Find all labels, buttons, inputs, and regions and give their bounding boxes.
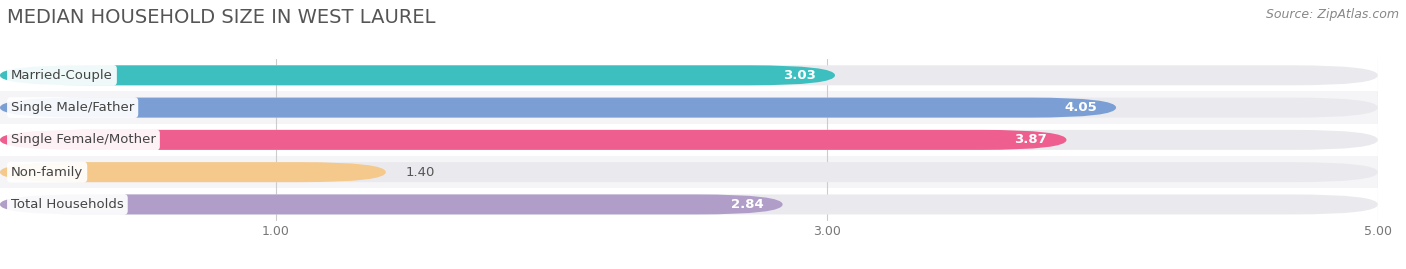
FancyBboxPatch shape	[0, 194, 1378, 214]
Text: 4.05: 4.05	[1064, 101, 1097, 114]
Text: MEDIAN HOUSEHOLD SIZE IN WEST LAUREL: MEDIAN HOUSEHOLD SIZE IN WEST LAUREL	[7, 8, 436, 27]
Text: Single Female/Mother: Single Female/Mother	[11, 133, 156, 146]
FancyBboxPatch shape	[0, 194, 783, 214]
FancyBboxPatch shape	[0, 91, 1378, 124]
FancyBboxPatch shape	[0, 188, 1378, 221]
FancyBboxPatch shape	[0, 130, 1067, 150]
FancyBboxPatch shape	[0, 65, 835, 85]
Text: 1.40: 1.40	[405, 166, 434, 179]
FancyBboxPatch shape	[0, 124, 1378, 156]
FancyBboxPatch shape	[0, 156, 1378, 188]
Text: Single Male/Father: Single Male/Father	[11, 101, 135, 114]
Text: Total Households: Total Households	[11, 198, 124, 211]
Text: Source: ZipAtlas.com: Source: ZipAtlas.com	[1265, 8, 1399, 21]
FancyBboxPatch shape	[0, 162, 1378, 182]
Text: 3.87: 3.87	[1015, 133, 1047, 146]
FancyBboxPatch shape	[0, 59, 1378, 91]
FancyBboxPatch shape	[0, 162, 385, 182]
FancyBboxPatch shape	[0, 98, 1378, 118]
Text: Married-Couple: Married-Couple	[11, 69, 112, 82]
FancyBboxPatch shape	[0, 130, 1378, 150]
Text: 2.84: 2.84	[731, 198, 763, 211]
Text: Non-family: Non-family	[11, 166, 83, 179]
FancyBboxPatch shape	[0, 65, 1378, 85]
FancyBboxPatch shape	[0, 98, 1116, 118]
Text: 3.03: 3.03	[783, 69, 815, 82]
